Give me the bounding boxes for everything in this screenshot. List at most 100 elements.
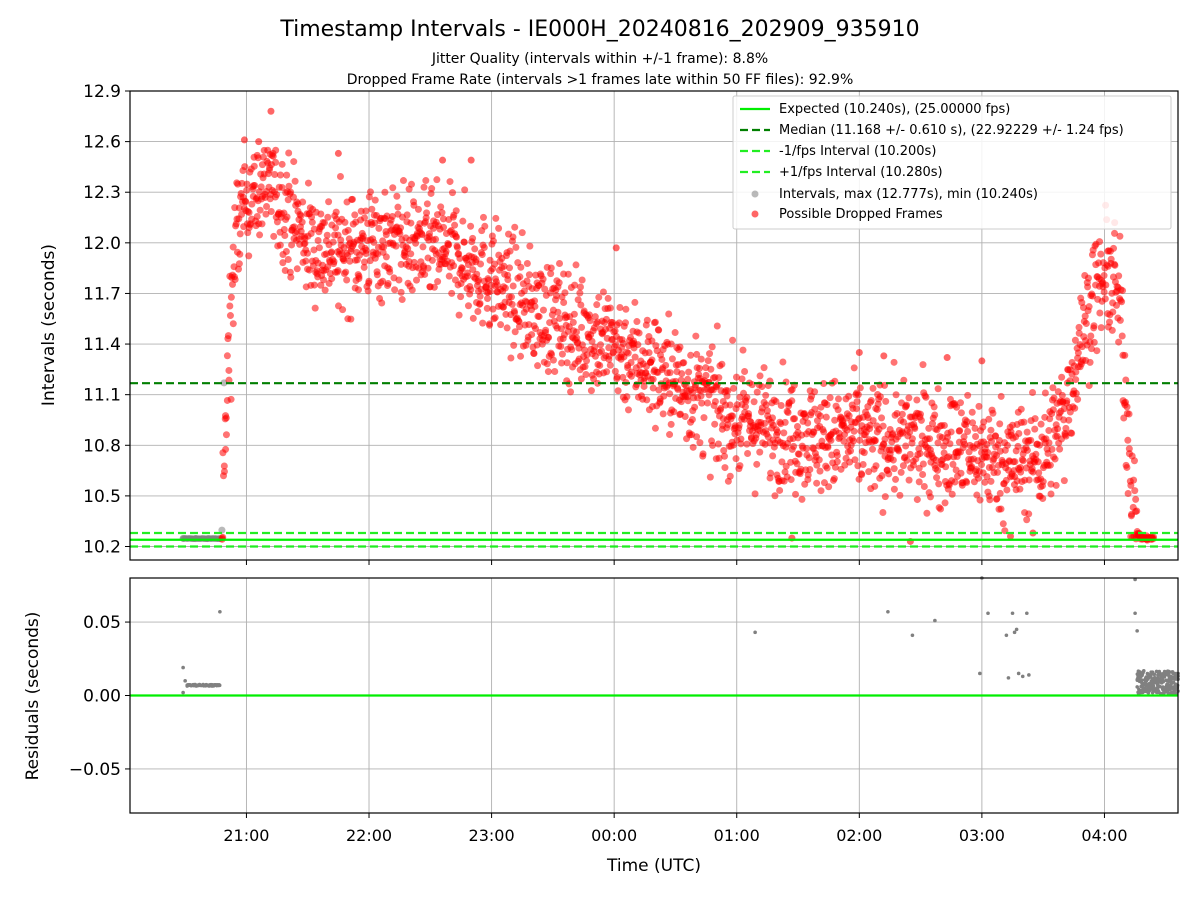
dropped-frame-point [1085, 303, 1093, 311]
residual-point [1168, 688, 1172, 692]
dropped-frame-point [926, 435, 934, 443]
dropped-frame-point [1029, 389, 1037, 397]
dropped-frame-point [554, 308, 562, 316]
dropped-frame-point [291, 177, 299, 185]
legend-label-median: Median (11.168 +/- 0.610 s), (22.92229 +… [779, 123, 1124, 138]
dropped-frame-point [564, 270, 572, 278]
residual-point [1133, 611, 1137, 616]
dropped-frame-point [867, 397, 875, 405]
dropped-frame-point [1003, 441, 1011, 449]
dropped-frame-point [1037, 420, 1045, 428]
dropped-frame-point [276, 171, 284, 179]
dropped-frame-point [556, 259, 564, 267]
dropped-frame-point [551, 368, 559, 376]
dropped-frame-point [671, 329, 679, 337]
dropped-frame-point [578, 323, 586, 331]
dropped-frame-point [545, 334, 553, 342]
legend-label-minus-fps: -1/fps Interval (10.200s) [779, 144, 936, 159]
dropped-frame-point [957, 469, 965, 477]
dropped-frame-point [942, 463, 950, 471]
dropped-frame-point [1019, 457, 1027, 465]
dropped-frame-point [393, 192, 401, 200]
dropped-frame-point [255, 138, 263, 146]
dropped-frame-point [631, 353, 639, 361]
dropped-frame-point [993, 495, 1001, 503]
dropped-frame-point [486, 287, 494, 295]
dropped-frame-point [455, 311, 463, 319]
dropped-frame-point [531, 325, 539, 333]
dropped-frame-point [351, 211, 359, 219]
dropped-frame-point [408, 180, 416, 188]
dropped-frame-point [756, 372, 764, 380]
dropped-frame-point [347, 315, 355, 323]
dropped-frame-point [932, 456, 940, 464]
dropped-frame-point [362, 207, 370, 215]
dropped-frame-point [1119, 287, 1127, 295]
dropped-frame-point [364, 287, 372, 295]
dropped-frame-point [949, 460, 957, 468]
dropped-frame-point [437, 203, 445, 211]
dropped-frame-point [257, 183, 265, 191]
dropped-frame-point [956, 427, 964, 435]
residual-point [1141, 669, 1146, 673]
dropped-frame-point [1027, 436, 1035, 444]
dropped-frame-point [733, 373, 741, 381]
dropped-frame-point [479, 319, 487, 327]
dropped-frame-point [1116, 316, 1124, 324]
dropped-frame-point [476, 292, 484, 300]
dropped-frame-point [680, 359, 688, 367]
x-tick-label: 01:00 [714, 826, 760, 845]
dropped-frame-point [222, 445, 230, 453]
dropped-frame-point [732, 455, 740, 463]
dropped-frame-point [930, 403, 938, 411]
dropped-frame-point [362, 246, 370, 254]
dropped-frame-point [407, 219, 415, 227]
dropped-frame-point [526, 242, 534, 250]
dropped-frame-point [1003, 486, 1011, 494]
dropped-frame-point [1123, 463, 1131, 471]
dropped-frame-point [624, 406, 632, 414]
residual-point [978, 671, 982, 676]
dropped-frame-point [889, 456, 897, 464]
y-tick-label: 10.8 [83, 436, 121, 456]
dropped-frame-point [804, 471, 812, 479]
dropped-frame-point [555, 279, 563, 287]
dropped-frame-point [523, 277, 531, 285]
y-tick-label: 12.6 [83, 133, 121, 153]
dropped-frame-point [762, 401, 770, 409]
dropped-frame-point [957, 399, 965, 407]
dropped-frame-point [651, 424, 659, 432]
dropped-frame-point [337, 236, 345, 244]
dropped-frame-point [768, 414, 776, 422]
dropped-frame-point [1087, 332, 1095, 340]
dropped-frame-point [791, 415, 799, 423]
dropped-frame-point [273, 191, 281, 199]
dropped-frame-point [397, 260, 405, 268]
dropped-frame-point [475, 276, 483, 284]
dropped-frame-point [340, 257, 348, 265]
dropped-frame-point [438, 209, 446, 217]
dropped-frame-point [888, 446, 896, 454]
dropped-frame-point [404, 245, 412, 253]
dropped-frame-point [594, 379, 602, 387]
dropped-frame-point [1100, 272, 1108, 280]
dropped-frame-point [612, 244, 620, 252]
dropped-frame-point [222, 414, 230, 422]
dropped-frame-point [833, 458, 841, 466]
dropped-frame-point [880, 352, 888, 360]
dropped-frame-point [878, 472, 886, 480]
dropped-frame-point [660, 392, 668, 400]
dropped-frame-point [969, 419, 977, 427]
dropped-frame-point [947, 428, 955, 436]
residual-point [1004, 633, 1009, 638]
dropped-frame-point [360, 258, 368, 266]
dropped-frame-point [253, 213, 261, 221]
dropped-frame-point [623, 393, 631, 401]
dropped-frame-point [666, 431, 674, 439]
dropped-frame-point [596, 361, 604, 369]
dropped-frame-point [528, 331, 536, 339]
dropped-frame-point [586, 317, 594, 325]
dropped-frame-point [744, 449, 752, 457]
dropped-frame-point [577, 375, 585, 383]
dropped-frame-point [621, 319, 629, 327]
